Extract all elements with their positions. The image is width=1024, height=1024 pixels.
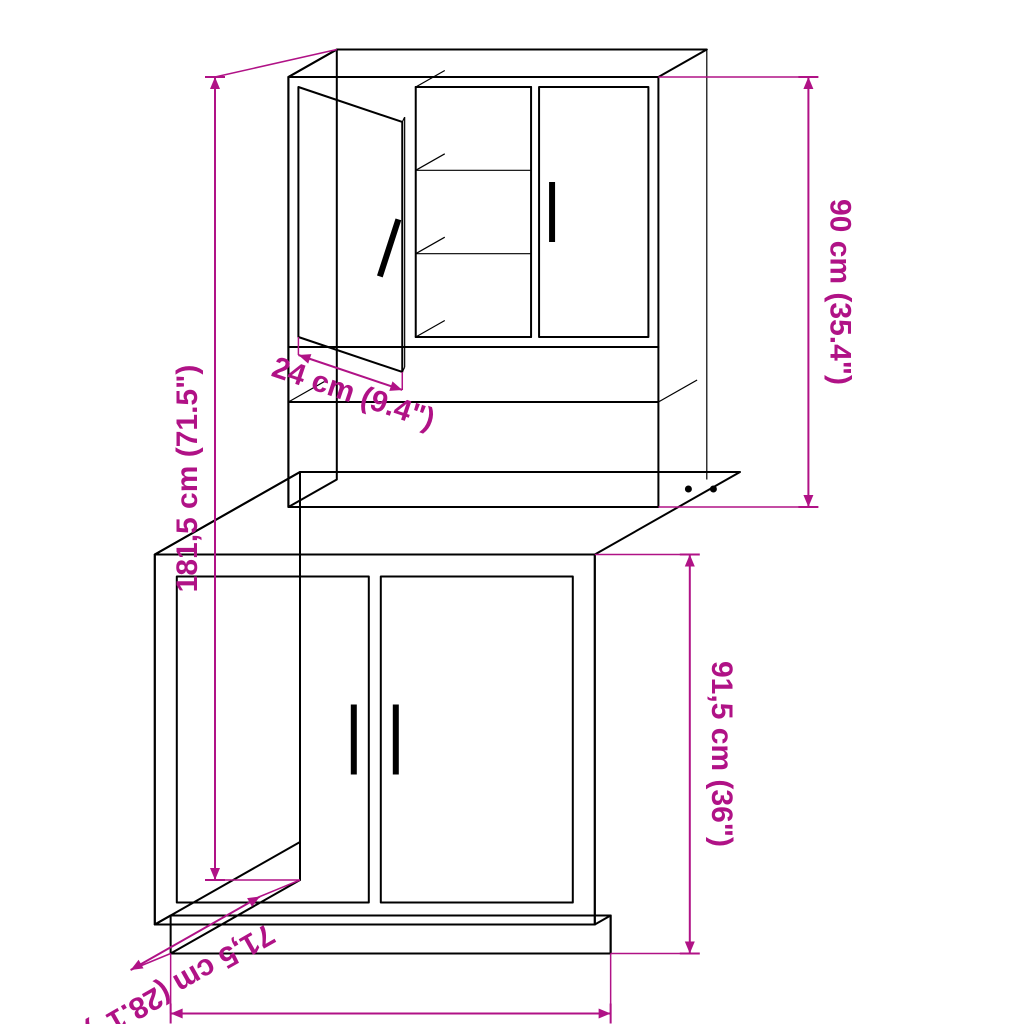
lower-cabinet	[155, 472, 740, 954]
dimension-label: 181,5 cm (71.5")	[171, 365, 204, 593]
dimension-label: 24 cm (9.4")	[268, 351, 439, 436]
lower-right-handle	[393, 705, 399, 775]
dimension-label: 71,5 cm (28.1")	[80, 917, 280, 1024]
lower-left-handle	[351, 705, 357, 775]
dimension-label: 90 cm (35.4")	[823, 199, 856, 385]
upper-hutch	[288, 50, 706, 508]
dimension-label: 91,5 cm (36")	[705, 661, 738, 847]
cabinet-drawing	[155, 50, 740, 954]
dimension-annotations: 181,5 cm (71.5") 90 cm (35.4") 91,5 cm (36…	[80, 50, 856, 1024]
